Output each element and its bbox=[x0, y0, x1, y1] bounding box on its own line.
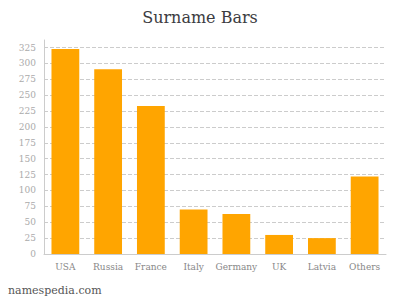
svg-text:275: 275 bbox=[19, 74, 36, 84]
svg-text:100: 100 bbox=[19, 185, 36, 195]
svg-text:Latvia: Latvia bbox=[308, 262, 337, 272]
svg-text:USA: USA bbox=[55, 262, 76, 272]
svg-text:175: 175 bbox=[19, 138, 36, 148]
svg-text:Others: Others bbox=[349, 262, 380, 272]
svg-text:250: 250 bbox=[19, 90, 36, 100]
svg-text:75: 75 bbox=[25, 201, 37, 211]
svg-text:Germany: Germany bbox=[216, 262, 259, 272]
svg-text:50: 50 bbox=[25, 217, 37, 227]
svg-text:0: 0 bbox=[30, 249, 36, 259]
svg-text:Surname Bars: Surname Bars bbox=[142, 8, 258, 27]
svg-text:125: 125 bbox=[19, 170, 36, 180]
svg-text:300: 300 bbox=[19, 58, 36, 68]
svg-text:325: 325 bbox=[19, 43, 36, 53]
svg-text:Russia: Russia bbox=[93, 262, 124, 272]
svg-text:25: 25 bbox=[25, 233, 37, 243]
svg-text:150: 150 bbox=[19, 154, 36, 164]
svg-text:200: 200 bbox=[19, 122, 36, 132]
svg-text:namespedia.com: namespedia.com bbox=[8, 284, 102, 297]
svg-text:France: France bbox=[135, 262, 167, 272]
svg-text:Italy: Italy bbox=[183, 262, 204, 272]
svg-text:UK: UK bbox=[272, 262, 287, 272]
svg-text:225: 225 bbox=[19, 106, 36, 116]
